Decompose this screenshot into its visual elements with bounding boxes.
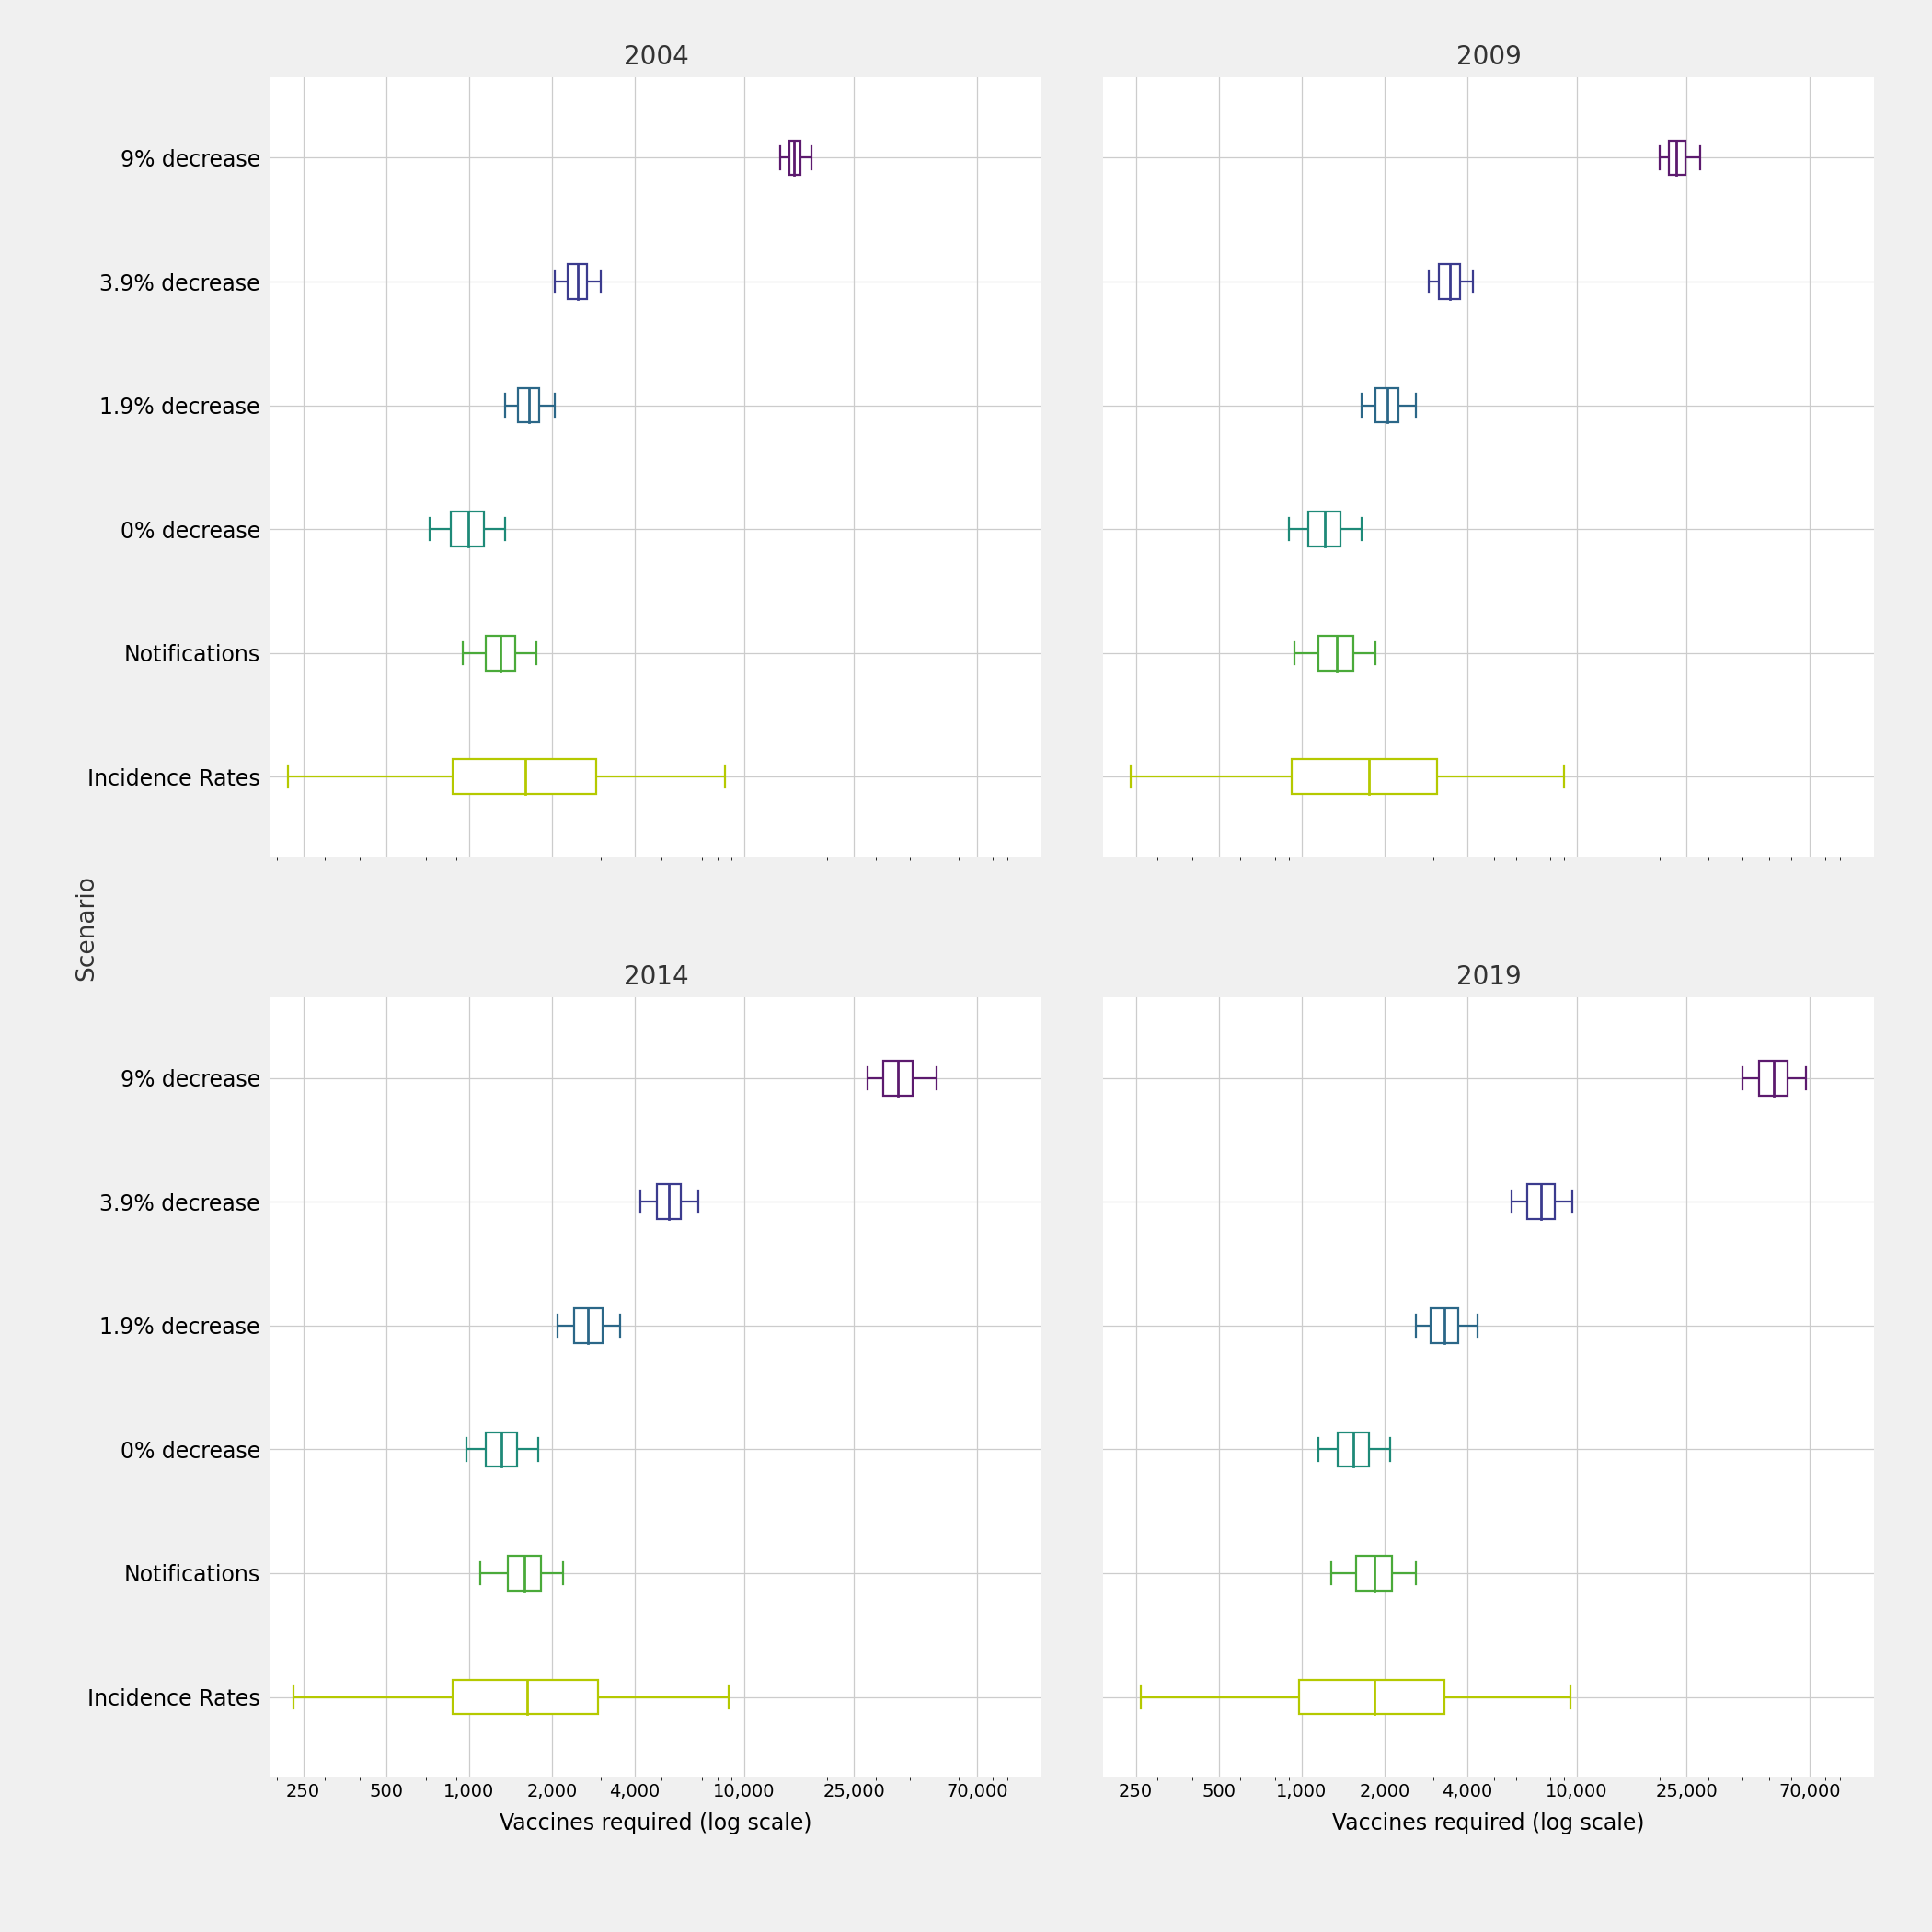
Title: 2009: 2009 (1457, 44, 1520, 70)
Polygon shape (1293, 759, 1437, 794)
Polygon shape (1528, 1184, 1555, 1219)
Polygon shape (1669, 141, 1685, 176)
Polygon shape (1439, 265, 1461, 299)
Polygon shape (1432, 1308, 1459, 1343)
Polygon shape (1318, 636, 1352, 670)
Title: 2004: 2004 (624, 44, 688, 70)
Polygon shape (1760, 1061, 1787, 1095)
Polygon shape (657, 1184, 682, 1219)
Polygon shape (568, 265, 587, 299)
X-axis label: Vaccines required (log scale): Vaccines required (log scale) (1333, 1812, 1644, 1835)
X-axis label: Vaccines required (log scale): Vaccines required (log scale) (500, 1812, 811, 1835)
Title: 2019: 2019 (1457, 964, 1520, 991)
Polygon shape (1337, 1432, 1370, 1466)
Polygon shape (518, 388, 539, 423)
Polygon shape (574, 1308, 603, 1343)
Title: 2014: 2014 (624, 964, 688, 991)
Polygon shape (485, 1432, 516, 1466)
Polygon shape (1298, 1679, 1445, 1714)
Polygon shape (508, 1555, 541, 1590)
Polygon shape (1356, 1555, 1393, 1590)
Polygon shape (1308, 512, 1341, 547)
Polygon shape (1376, 388, 1399, 423)
Polygon shape (790, 141, 800, 176)
Polygon shape (450, 512, 483, 547)
Polygon shape (485, 636, 516, 670)
Polygon shape (883, 1061, 914, 1095)
Text: Scenario: Scenario (75, 875, 99, 980)
Polygon shape (452, 1679, 599, 1714)
Polygon shape (452, 759, 597, 794)
